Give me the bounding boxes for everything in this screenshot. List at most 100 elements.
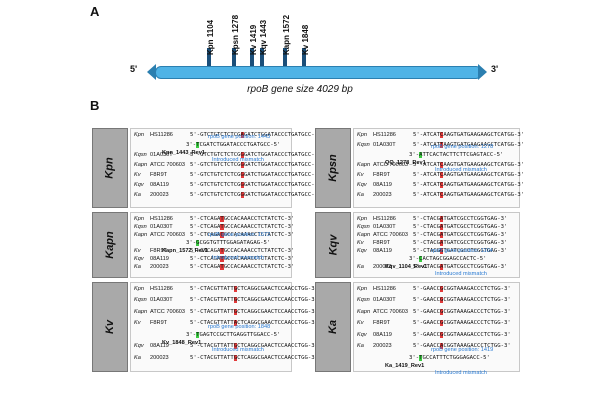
primer-name-label: Kpn_1443_Rev1: [162, 150, 205, 156]
species-abbrev: Kpn: [357, 132, 367, 138]
sequence: 5'-CTACGTTATTGCTCAGGCGAACTCCAACCTGG-3': [190, 297, 318, 304]
mismatch-base: T: [196, 142, 200, 148]
snp-base: G: [240, 182, 244, 188]
sequence-row: Kqsn 01A030T 5'-CTACGATGATCGCCTCGGTGAG-3': [357, 224, 507, 231]
sequence: 5'-CTACGTTATTGCTCAGGCGAACTCCAACCTGG-3': [190, 354, 318, 361]
sequence: 5'-CTACGATGATCGCCTCGGTGAG-3': [413, 232, 508, 238]
snp-base: T: [220, 216, 224, 222]
sequence-row: Kqsn 01A030T 5'-GAACCGCGGTAAAGACCCTCTGG-3': [357, 297, 511, 304]
gene-arrow-right: [478, 64, 487, 80]
strain-id: ATCC 700603: [150, 162, 186, 168]
snp-base: G: [439, 308, 444, 315]
sequence-row: Kv F8R9T 5'-GAACCGCGGTAAAGACCCTCTGG-3': [357, 320, 511, 327]
snp-base: G: [233, 343, 238, 350]
strain-id: 08A119: [373, 248, 392, 254]
species-abbrev: Kv: [134, 248, 141, 254]
sequence-row: Kapn ATCC 700603 5'-CTACGTTATTGCTCAGGCGAAC…: [134, 308, 318, 316]
strain-id: 200023: [150, 192, 169, 198]
sequence-row: Kv F8R9T 5'-CTACGTTATTACTCAGGCGAACTCCAACCT…: [134, 320, 318, 327]
strain-id: 01A030T: [150, 152, 173, 158]
primer-label: Kqv 1443: [259, 19, 268, 55]
sequence-row: Kqv 08A119 5'-CTACGGTGATCGCCTCGGTGAG-3': [357, 248, 507, 255]
primer-tick: [283, 48, 287, 66]
species-abbrev: Kqv: [357, 182, 367, 188]
species-abbrev: Ka: [134, 264, 141, 270]
species-abbrev: Kqsn: [134, 224, 147, 230]
sequence: 5'-CTCAGACGCCACAAACCTCTATCTC-3': [190, 232, 295, 238]
strain-id: F8R9T: [150, 248, 168, 254]
snp-base: G: [240, 192, 244, 198]
sequence: 5'-GTCTGTCTCTCGGGATCTGGATACCCTGATGCC-3': [190, 162, 322, 168]
sequence-row: Kqv 08A119 5'-CTCAGATGCCACAAACCTCTATCTC-3': [134, 256, 294, 263]
strain-id: HS11286: [150, 132, 173, 138]
sequence: 5'-CTACGTTATTGCTCAGGCGAACTCCAACCTGG-3': [190, 343, 318, 350]
species-abbrev: Ka: [134, 354, 141, 361]
species-abbrev: Kv: [357, 320, 364, 327]
snp-base: G: [439, 286, 444, 292]
species-abbrev: Kv: [357, 172, 364, 178]
sequence-row: Kv F8R9T 5'-CTCAGATGCCACAAACCTCTATCTC-3': [134, 248, 294, 255]
strain-id: ATCC 700603: [150, 232, 186, 238]
strain-id: 01A030T: [373, 224, 396, 230]
sequence: 5'-GAACCGCGGTAAAGACCCTCTGG-3': [413, 308, 511, 315]
species-abbrev: Kqsn: [134, 297, 147, 304]
sequence: 5'-GTCTGTCTCTCGGGATCTGGATACCCTGATGCC-3': [190, 192, 322, 198]
strain-id: ATCC 700603: [373, 162, 409, 168]
sequence: 5'-CTACGATGATCGCCTCGGTGAG-3': [413, 224, 508, 230]
sequence: 5'-CTCAGATGCCACAAACCTCTATCTC-3': [190, 216, 295, 222]
strain-id: 200023: [150, 264, 169, 270]
five-prime-label: 5': [130, 64, 138, 74]
primer-sequence-row: 3'-CACTAGCGGAGCCACTC-5': [409, 256, 486, 263]
sequence: 3'-TGCCATTTCTGGGAGACC-5': [409, 354, 490, 361]
snp-base: C: [439, 182, 444, 188]
species-abbrev: Kpn: [134, 216, 144, 222]
rpob-gene-bar: [155, 66, 482, 79]
species-abbrev: Kpn: [357, 286, 367, 292]
sequence-row: Kqsn 01A030T 5'-CTCAGATGCCACAAACCTCTATCTC-…: [134, 224, 294, 231]
sequence-row: Kv F8R9T 5'-CTACGATGATCGCCTCGGTGAG-3': [357, 240, 507, 247]
introduced-mismatch-label: Introduced mismatch: [435, 271, 487, 277]
primer-name-label: Kapn_1572_Rev1: [162, 248, 209, 254]
sequence-row: Kqsn 01A030T 5'-CTACGTTATTGCTCAGGCGAACTCCA…: [134, 297, 318, 304]
snp-base: G: [233, 308, 238, 315]
primer-tick: [260, 48, 264, 66]
introduced-mismatch-label: Introduced mismatch: [212, 346, 264, 353]
species-abbrev: Kqv: [134, 343, 144, 350]
sequence: 3'-CACTAGCGGAGCCACTC-5': [409, 256, 487, 262]
primer-sequence-row: 3'-TCGATCTGGATACCCTGATGCC-5': [186, 142, 280, 149]
mismatch-base: A: [419, 152, 423, 158]
alignment-box-ka: [353, 282, 520, 372]
snp-base: T: [439, 142, 444, 148]
sequence-row: Ka 200023 5'-CTACGATGATCGCCTCGGTGAG-3': [357, 264, 507, 271]
sequence: 5'-CTCAGATGCCACAAACCTCTATCTC-3': [190, 256, 295, 262]
snp-base: T: [220, 256, 224, 262]
strain-id: 200023: [373, 264, 392, 270]
introduced-mismatch-label: Introduced mismatch: [212, 157, 264, 163]
primer-name-label: Kqv_1104_Rev1: [385, 264, 428, 270]
sequence-row: Kapn ATCC 700603 5'-CTACGATGATCGCCTCGGTGAG…: [357, 232, 507, 239]
sequence: 3'-ATTCACTACTTCTTCGAGTACC-5': [409, 152, 504, 158]
primer-label: Kv 1419: [249, 24, 258, 55]
sequence: 5'-GAACCGCGGTAAAGACCCTCTGG-3': [413, 320, 511, 327]
three-prime-label: 3': [491, 64, 499, 74]
strain-id: 08A119: [150, 256, 169, 262]
species-abbrev: Kapn: [134, 232, 148, 238]
primer-name-label: Ka_1419_Rev1: [385, 362, 425, 369]
snp-base: A: [233, 320, 238, 327]
strain-id: HS11286: [150, 216, 173, 222]
sequence: 5'-GTCTGTCTCTCGGGATCTGGATACCCTGATGCC-3': [190, 172, 322, 178]
strain-id: 200023: [373, 343, 392, 350]
snp-base: G: [233, 354, 238, 361]
species-abbrev: Kpn: [134, 286, 144, 292]
species-abbrev: Kapn: [357, 162, 371, 168]
species-abbrev: Ka: [357, 192, 364, 198]
sequence: 5'-ATCATCAAGTGATGAAGAAGCTCATGG-3': [413, 182, 525, 188]
sequence: 5'-CTACGATGATCGCCTCGGTGAG-3': [413, 240, 508, 246]
species-abbrev: Kv: [357, 240, 364, 246]
sequence: 5'-CTACGTTATTGCTCAGGCGAACTCCAACCTGG-3': [190, 286, 318, 292]
alignment-box-kv: [130, 282, 292, 372]
primer-sequence-row: 3'-TGAGTCCGCTTGAGGTTGGACC-5': [186, 331, 280, 339]
species-abbrev: Kapn: [357, 308, 371, 315]
snp-base: G: [240, 152, 244, 158]
primer-name-label: QQ_1278_Rev1: [385, 160, 426, 166]
